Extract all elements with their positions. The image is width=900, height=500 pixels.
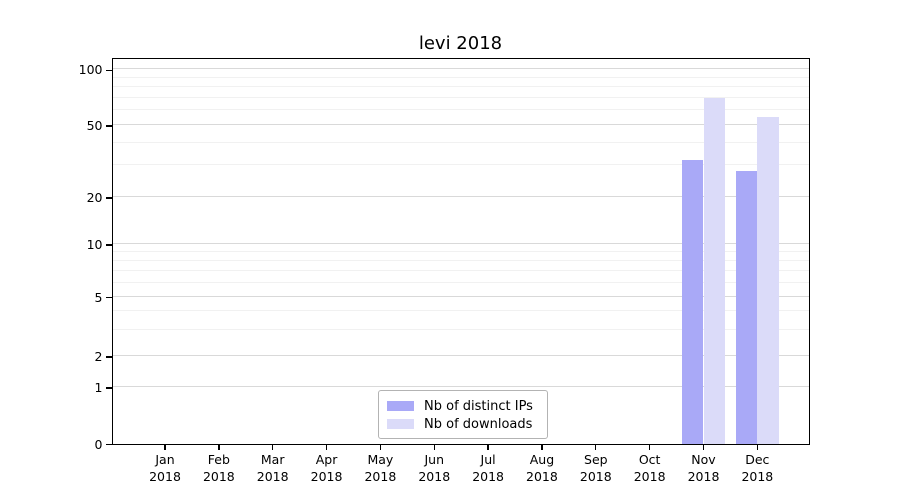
x-label-year: 2018 [418, 468, 451, 484]
x-label-month: Aug [529, 451, 555, 467]
x-axis-tick-label: Feb 2018 [191, 451, 247, 485]
x-label-month: Apr [315, 451, 338, 467]
major-gridline [112, 68, 809, 70]
minor-gridline [112, 76, 809, 78]
major-gridline [112, 355, 809, 356]
bar-dec-downloads [757, 117, 779, 444]
y-axis-tick-label: 5 [94, 289, 103, 305]
legend-swatch-downloads [387, 419, 414, 429]
x-label-month: Jul [480, 451, 496, 467]
x-axis-tick-label: Jul 2018 [460, 451, 516, 485]
x-axis-tick [648, 444, 651, 450]
x-axis-tick-label: Mar 2018 [245, 451, 301, 485]
y-axis-tick [105, 443, 112, 446]
legend-item-distinct-ips: Nb of distinct IPs [387, 398, 538, 414]
x-label-year: 2018 [741, 468, 774, 484]
minor-gridline [112, 259, 809, 261]
x-label-month: Nov [691, 451, 716, 467]
x-axis-tick [433, 444, 435, 450]
x-axis-tick [272, 444, 274, 450]
x-label-month: Dec [745, 451, 770, 467]
major-gridline [112, 243, 809, 244]
y-axis-tick [105, 356, 112, 358]
x-axis-tick-label: Aug 2018 [514, 451, 570, 485]
x-label-year: 2018 [579, 468, 612, 484]
x-axis-tick-label: Jan 2018 [137, 451, 193, 485]
minor-gridline [112, 86, 809, 88]
major-gridline [112, 124, 809, 125]
y-axis-tick-label: 100 [78, 62, 103, 78]
major-gridline [112, 386, 809, 387]
x-label-month: Feb [207, 451, 230, 467]
x-axis-tick-label: Oct 2018 [622, 451, 678, 485]
x-label-month: May [367, 451, 394, 467]
x-label-year: 2018 [202, 468, 235, 484]
y-axis-tick-label: 50 [86, 117, 103, 133]
minor-gridline [112, 109, 809, 111]
y-axis-tick-label: 1 [94, 379, 103, 395]
bar-nov-distinct-ips [681, 160, 704, 444]
x-axis-tick [218, 444, 220, 450]
x-label-year: 2018 [472, 468, 504, 484]
x-axis-tick [164, 444, 166, 450]
y-axis-tick [105, 296, 112, 299]
major-gridline [112, 196, 809, 197]
x-axis-tick-label: Nov 2018 [676, 451, 732, 485]
legend-swatch-distinct-ips [387, 401, 414, 411]
y-axis-tick-label: 10 [86, 236, 103, 252]
y-axis-tick-label: 2 [94, 348, 103, 364]
x-label-year: 2018 [256, 468, 289, 484]
plot-area [111, 58, 810, 445]
x-axis-tick [487, 444, 489, 450]
y-axis-tick [105, 387, 112, 389]
y-axis-tick [105, 197, 112, 199]
x-axis-tick [595, 444, 597, 450]
x-label-year: 2018 [149, 468, 181, 484]
minor-gridline [112, 270, 809, 272]
x-axis-tick [541, 444, 543, 450]
x-axis-tick-label: Sep 2018 [568, 451, 624, 485]
minor-gridline [112, 328, 809, 330]
legend-item-downloads: Nb of downloads [387, 416, 538, 432]
x-label-year: 2018 [633, 468, 666, 484]
chart-title: levi 2018 [418, 33, 503, 54]
minor-gridline [112, 97, 809, 99]
legend-label-downloads: Nb of downloads [424, 416, 533, 432]
y-axis-tick [105, 244, 112, 246]
x-label-year: 2018 [364, 468, 397, 484]
x-label-year: 2018 [687, 468, 720, 484]
y-axis-tick-label: 20 [86, 189, 103, 205]
y-axis-tick [105, 69, 112, 72]
minor-gridline [112, 141, 809, 143]
x-label-year: 2018 [310, 468, 343, 484]
x-axis-tick [379, 444, 382, 450]
x-label-year: 2018 [526, 468, 558, 484]
x-axis-tick [325, 444, 328, 450]
x-label-month: Jan [155, 451, 175, 467]
minor-gridline [112, 310, 809, 311]
x-axis-tick-label: Jun 2018 [406, 451, 462, 485]
minor-gridline [112, 281, 809, 283]
x-label-month: Oct [638, 451, 661, 467]
x-label-month: Jun [424, 451, 445, 467]
legend: Nb of distinct IPs Nb of downloads [378, 390, 548, 439]
x-label-month: Sep [584, 451, 608, 467]
x-axis-tick [756, 444, 759, 450]
x-axis-tick-label: Apr 2018 [299, 451, 355, 485]
x-axis-tick-label: Dec 2018 [729, 451, 785, 485]
x-axis-tick [702, 444, 705, 450]
minor-gridline [112, 250, 809, 252]
x-label-month: Mar [260, 451, 285, 467]
bar-nov-downloads [703, 98, 726, 444]
x-axis-tick-label: May 2018 [352, 451, 408, 485]
minor-gridline [112, 164, 809, 166]
bar-dec-distinct-ips [735, 170, 758, 444]
y-axis-tick [105, 125, 112, 127]
legend-label-distinct-ips: Nb of distinct IPs [424, 398, 533, 414]
major-gridline [112, 295, 809, 297]
y-axis-tick-label: 0 [94, 436, 103, 452]
